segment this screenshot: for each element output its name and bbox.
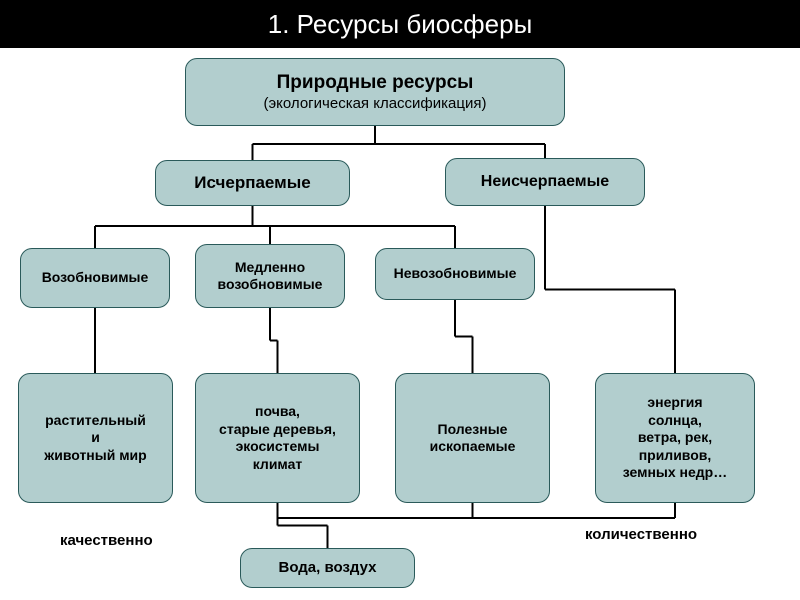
node-title: Невозобновимые <box>394 265 517 283</box>
node-energy: энергия солнца, ветра, рек, приливов, зе… <box>595 373 755 503</box>
page-header: 1. Ресурсы биосферы <box>0 0 800 48</box>
connector-lines <box>0 48 800 600</box>
node-title: Вода, воздух <box>278 559 376 578</box>
node-title: Возобновимые <box>42 269 149 287</box>
node-soil: почва, старые деревья, экосистемы климат <box>195 373 360 503</box>
node-title: Природные ресурсы <box>277 71 474 95</box>
node-title: Исчерпаемые <box>194 172 310 193</box>
node-title: энергия солнца, ветра, рек, приливов, зе… <box>623 394 728 482</box>
node-title: почва, старые деревья, экосистемы климат <box>219 403 336 473</box>
node-root: Природные ресурсы(экологическая классифи… <box>185 58 565 126</box>
node-exhaustible: Исчерпаемые <box>155 160 350 206</box>
page-title: 1. Ресурсы биосферы <box>268 9 533 40</box>
node-title: Полезные ископаемые <box>430 421 516 456</box>
node-slow_renewable: Медленно возобновимые <box>195 244 345 308</box>
node-inexhaustible: Неисчерпаемые <box>445 158 645 206</box>
node-non_renewable: Невозобновимые <box>375 248 535 300</box>
node-title: растительный и животный мир <box>44 412 146 465</box>
node-water_air: Вода, воздух <box>240 548 415 588</box>
label-quantitative: количественно <box>585 526 697 543</box>
node-minerals: Полезные ископаемые <box>395 373 550 503</box>
diagram-canvas: Природные ресурсы(экологическая классифи… <box>0 48 800 600</box>
node-renewable: Возобновимые <box>20 248 170 308</box>
label-qualitative: качественно <box>60 532 153 549</box>
node-subtitle: (экологическая классификация) <box>264 95 487 114</box>
node-flora_fauna: растительный и животный мир <box>18 373 173 503</box>
node-title: Медленно возобновимые <box>218 259 323 294</box>
node-title: Неисчерпаемые <box>481 172 609 192</box>
